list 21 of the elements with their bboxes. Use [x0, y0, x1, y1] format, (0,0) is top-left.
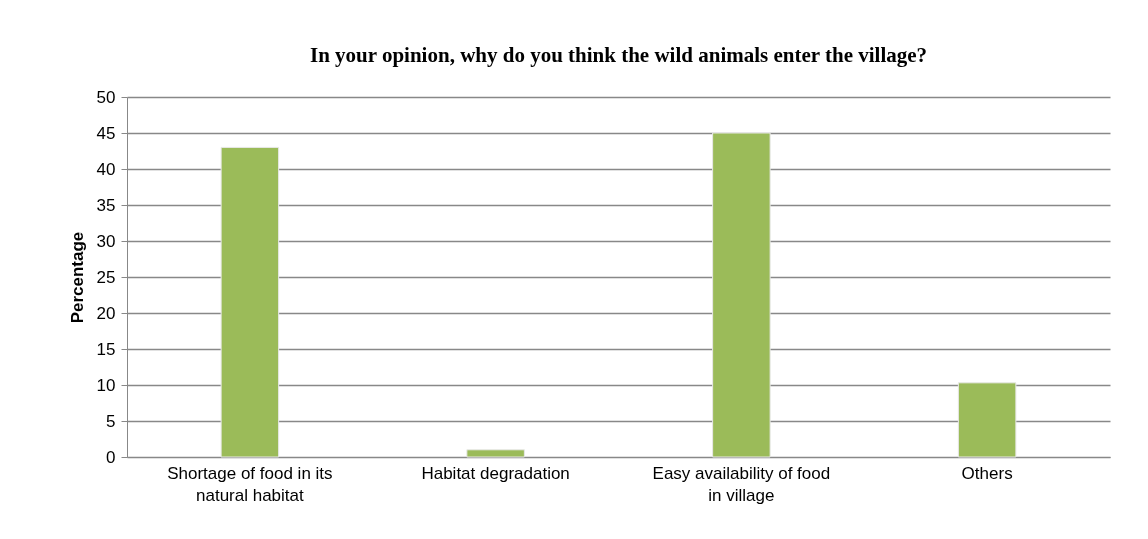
- y-tick-label: 10: [96, 375, 116, 395]
- bar: [466, 449, 525, 458]
- y-tick-label: 15: [96, 339, 116, 359]
- bar: [712, 132, 771, 458]
- y-tick-label: 50: [96, 87, 116, 107]
- y-tick-label: 20: [96, 303, 116, 323]
- x-tick-label: Easy availability of food in village: [652, 463, 831, 505]
- x-tick-label: Habitat degradation: [421, 463, 570, 483]
- y-tick-label: 0: [106, 447, 116, 467]
- bar: [957, 382, 1017, 458]
- y-axis-title: Percentage: [67, 231, 87, 324]
- chart-title: In your opinion, why do you think the wild animals enter the village?: [309, 43, 928, 67]
- y-tick-label: 40: [96, 159, 116, 179]
- y-tick-label: 35: [96, 195, 116, 215]
- y-tick-label: 45: [96, 123, 116, 143]
- y-tick-label: 5: [106, 411, 116, 431]
- y-tick-label: 25: [96, 267, 116, 287]
- bar: [220, 146, 280, 458]
- y-tick-label: 30: [96, 231, 116, 251]
- x-tick-label: Shortage of food in its natural habitat: [167, 463, 333, 505]
- x-tick-label: Others: [961, 463, 1013, 483]
